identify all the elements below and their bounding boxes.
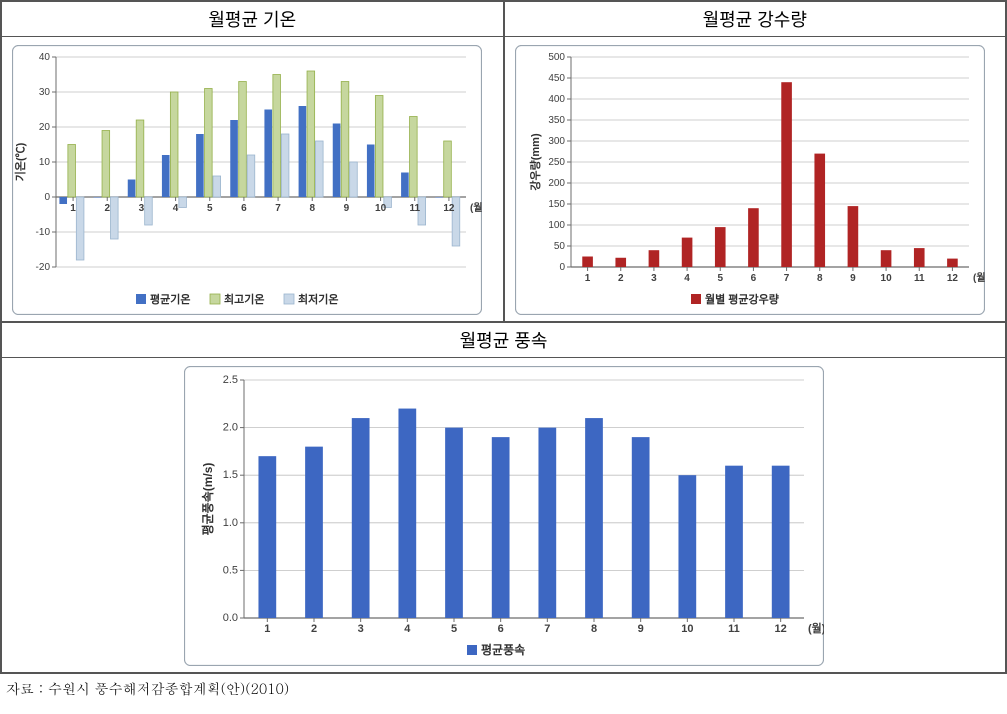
svg-text:12: 12 — [443, 203, 455, 214]
svg-text:-20: -20 — [36, 262, 51, 273]
svg-text:450: 450 — [548, 73, 565, 84]
svg-text:0.0: 0.0 — [222, 612, 237, 624]
svg-text:8: 8 — [590, 623, 596, 635]
svg-text:11: 11 — [409, 203, 420, 214]
svg-text:500: 500 — [548, 52, 565, 63]
svg-text:1: 1 — [70, 203, 76, 214]
svg-text:10: 10 — [39, 157, 51, 168]
svg-text:3: 3 — [139, 203, 145, 214]
svg-text:7: 7 — [544, 623, 550, 635]
svg-text:12: 12 — [946, 273, 958, 284]
rain-chart: 050100150200250300350400450500강우량(mm)123… — [515, 45, 985, 315]
svg-text:-10: -10 — [36, 227, 51, 238]
header-temp: 월평균 기온 — [2, 2, 503, 37]
svg-text:50: 50 — [553, 241, 565, 252]
svg-text:0: 0 — [559, 262, 565, 273]
svg-text:기온(℃): 기온(℃) — [13, 142, 27, 181]
svg-text:월별 평균강우량: 월별 평균강우량 — [705, 292, 779, 306]
svg-text:200: 200 — [548, 178, 565, 189]
svg-text:8: 8 — [309, 203, 315, 214]
svg-text:40: 40 — [39, 52, 51, 63]
svg-text:100: 100 — [548, 220, 565, 231]
svg-text:4: 4 — [173, 203, 179, 214]
svg-text:평균풍속: 평균풍속 — [481, 643, 525, 657]
svg-text:10: 10 — [681, 623, 693, 635]
col-rain: 월평균 강수량 0 50 100 150 200 250 300 350 400 450 500 강우… — [504, 1, 1007, 322]
svg-text:7: 7 — [783, 273, 789, 284]
svg-text:평균풍속(m/s): 평균풍속(m/s) — [201, 463, 215, 536]
svg-text:(월): (월) — [470, 202, 482, 214]
header-wind: 월평균 풍속 — [2, 323, 1005, 358]
wind-chart: 0.00.51.01.52.02.5평균풍속(m/s)1234567891011… — [184, 366, 824, 666]
svg-text:1.5: 1.5 — [222, 469, 237, 481]
svg-text:3: 3 — [357, 623, 363, 635]
svg-text:0: 0 — [44, 192, 50, 203]
svg-text:평균기온: 평균기온 — [150, 292, 190, 306]
svg-text:(월): (월) — [808, 621, 824, 635]
svg-text:350: 350 — [548, 115, 565, 126]
svg-text:7: 7 — [275, 203, 281, 214]
svg-text:5: 5 — [450, 623, 456, 635]
svg-text:300: 300 — [548, 136, 565, 147]
col-temp: 월평균 기온 -20-10010203040기온(℃)1234567891011… — [1, 1, 504, 322]
header-rain: 월평균 강수량 — [505, 2, 1006, 37]
svg-text:8: 8 — [816, 273, 822, 284]
source-note: 자료 : 수원시 풍수해저감종합계획(안)(2010) — [0, 674, 1007, 702]
svg-text:400: 400 — [548, 94, 565, 105]
svg-text:5: 5 — [207, 203, 213, 214]
svg-text:4: 4 — [404, 623, 411, 635]
svg-text:1: 1 — [264, 623, 270, 635]
svg-text:2: 2 — [104, 203, 110, 214]
svg-text:1.0: 1.0 — [222, 517, 237, 529]
svg-text:30: 30 — [39, 87, 51, 98]
svg-text:150: 150 — [548, 199, 565, 210]
svg-text:강우량(mm): 강우량(mm) — [528, 133, 542, 191]
col-wind: 월평균 풍속 0.00.51.01.52.02.5평균풍속(m/s)123456… — [1, 322, 1006, 673]
svg-text:6: 6 — [241, 203, 247, 214]
svg-text:3: 3 — [651, 273, 657, 284]
svg-text:(월): (월) — [973, 272, 985, 284]
svg-text:9: 9 — [637, 623, 643, 635]
svg-text:0.5: 0.5 — [222, 564, 237, 576]
svg-text:10: 10 — [375, 203, 387, 214]
svg-text:6: 6 — [497, 623, 503, 635]
svg-text:2.5: 2.5 — [222, 374, 237, 386]
svg-text:12: 12 — [774, 623, 786, 635]
svg-text:2.0: 2.0 — [222, 422, 237, 434]
rain-chart-cell: 050100150200250300350400450500강우량(mm)123… — [505, 37, 1006, 321]
svg-text:6: 6 — [750, 273, 756, 284]
svg-text:9: 9 — [344, 203, 350, 214]
svg-text:최저기온: 최저기온 — [298, 292, 338, 306]
svg-text:2: 2 — [310, 623, 316, 635]
svg-text:1: 1 — [584, 273, 590, 284]
svg-text:최고기온: 최고기온 — [224, 292, 264, 306]
svg-text:11: 11 — [913, 273, 924, 284]
charts-table: 월평균 기온 -20-10010203040기온(℃)1234567891011… — [0, 0, 1007, 674]
svg-text:20: 20 — [39, 122, 51, 133]
temp-chart-cell: -20-10010203040기온(℃)123456789101112(월)평균… — [2, 37, 503, 321]
svg-text:2: 2 — [617, 273, 623, 284]
svg-text:4: 4 — [684, 273, 690, 284]
svg-text:5: 5 — [717, 273, 723, 284]
svg-text:250: 250 — [548, 157, 565, 168]
svg-text:11: 11 — [728, 623, 740, 635]
svg-text:10: 10 — [880, 273, 892, 284]
wind-chart-cell: 0.00.51.01.52.02.5평균풍속(m/s)1234567891011… — [2, 358, 1005, 672]
temp-chart: -20-10010203040기온(℃)123456789101112(월)평균… — [12, 45, 482, 315]
svg-text:9: 9 — [850, 273, 856, 284]
